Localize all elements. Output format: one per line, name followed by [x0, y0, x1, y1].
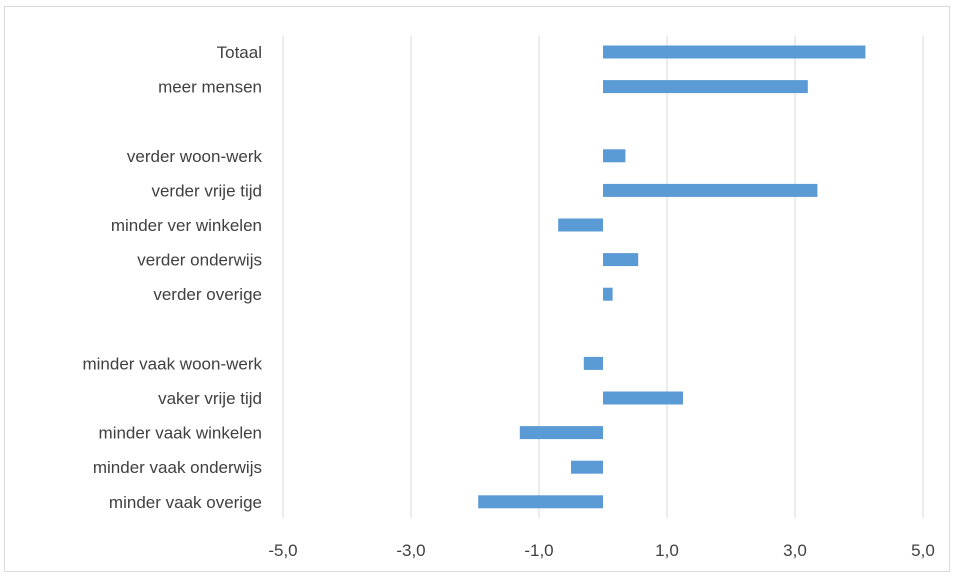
bar [571, 460, 603, 474]
bar [603, 287, 613, 301]
category-label: minder vaak winkelen [99, 424, 262, 443]
category-label: verder vrije tijd [151, 181, 262, 200]
x-tick-label: 1,0 [655, 541, 679, 560]
category-label: verder woon-werk [127, 147, 263, 166]
category-label: Totaal [217, 43, 262, 62]
bar [603, 45, 866, 59]
category-label: minder vaak onderwijs [93, 458, 262, 477]
x-tick-label: -3,0 [396, 541, 425, 560]
x-tick-label: 5,0 [911, 541, 935, 560]
bar [519, 426, 603, 440]
bar [603, 183, 818, 197]
chart-frame [4, 6, 950, 572]
bar [603, 391, 683, 405]
category-label: minder ver winkelen [111, 216, 262, 235]
x-tick-label: -1,0 [524, 541, 553, 560]
bar [583, 356, 603, 370]
category-label: verder overige [153, 285, 262, 304]
category-label: vaker vrije tijd [158, 389, 262, 408]
x-tick-label: 3,0 [783, 541, 807, 560]
category-label: meer mensen [158, 78, 262, 97]
bar [478, 495, 603, 509]
category-label: verder onderwijs [137, 251, 262, 270]
bar [558, 218, 603, 232]
bar [603, 253, 639, 267]
category-label: minder vaak woon-werk [82, 354, 262, 373]
bar [603, 80, 808, 94]
category-label: minder vaak overige [109, 493, 262, 512]
x-tick-label: -5,0 [268, 541, 297, 560]
bar [603, 149, 626, 163]
